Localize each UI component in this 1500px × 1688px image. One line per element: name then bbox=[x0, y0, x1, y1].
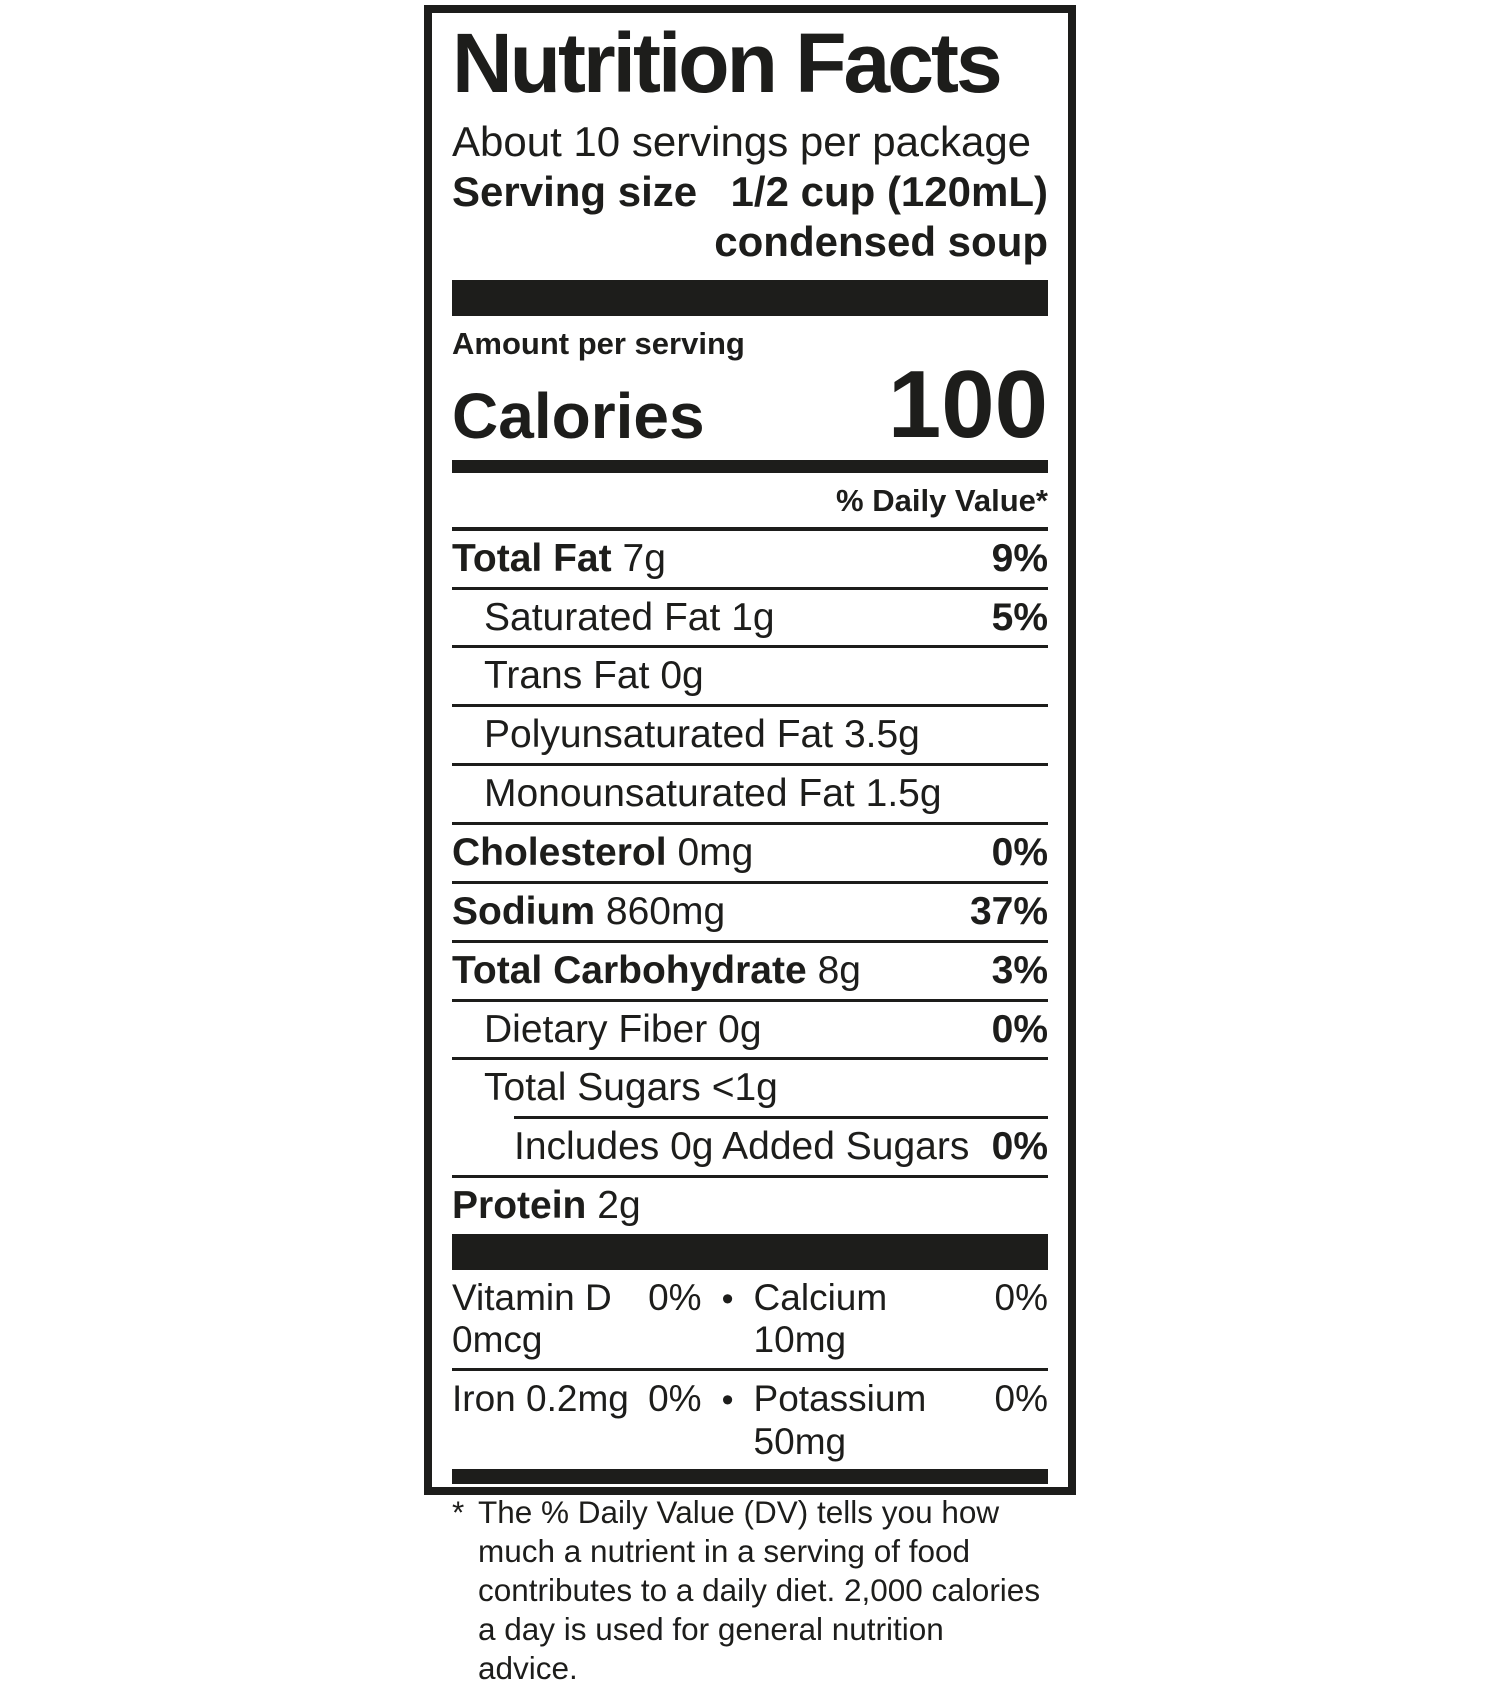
nutrient-name: Cholesterol bbox=[452, 831, 667, 875]
servings-per-package: About 10 servings per package bbox=[452, 117, 1032, 165]
separator-bar-medium bbox=[452, 459, 1048, 473]
footnote-asterisk: * bbox=[452, 1494, 465, 1531]
footnote: * The % Daily Value (DV) tells you how m… bbox=[452, 1484, 1048, 1688]
nutrient-name: Saturated Fat bbox=[484, 595, 721, 639]
nutrient-row-cholesterol: Cholesterol 0mg 0% bbox=[452, 822, 1048, 881]
micro-right-dv: 0% bbox=[994, 1276, 1048, 1318]
micro-right-name: Potassium 50mg bbox=[753, 1378, 927, 1462]
nutrient-name: Trans Fat bbox=[484, 654, 650, 698]
calories-label: Calories bbox=[452, 379, 705, 452]
nutrient-row-protein: Protein 2g bbox=[452, 1175, 1048, 1234]
nutrient-dv: 3% bbox=[991, 948, 1048, 992]
nutrient-row-dietary-fiber: Dietary Fiber 0g 0% bbox=[452, 998, 1048, 1058]
nutrient-amount: 0g bbox=[660, 654, 704, 698]
nutrient-row-sodium: Sodium 860mg 37% bbox=[452, 880, 1048, 940]
nutrient-amount: 1.5g bbox=[865, 772, 942, 816]
nutrient-name: Includes 0g Added Sugars bbox=[514, 1125, 970, 1169]
nutrient-name: Total Fat bbox=[452, 536, 612, 580]
nutrient-amount: 0mg bbox=[677, 831, 754, 875]
micronutrient-section: Vitamin D 0mcg 0% • Calcium 10mg 0% Iron… bbox=[452, 1270, 1048, 1469]
nutrient-dv: 9% bbox=[991, 536, 1048, 580]
nutrient-name: Total Sugars bbox=[484, 1066, 701, 1110]
bullet-separator-icon: • bbox=[721, 1381, 734, 1420]
label-title: Nutrition Facts bbox=[452, 16, 1003, 110]
serving-size-value: 1/2 cup (120mL) bbox=[730, 168, 1048, 216]
nutrient-dv: 0% bbox=[991, 1125, 1048, 1169]
nutrient-row-monounsaturated-fat: Monounsaturated Fat 1.5g bbox=[452, 763, 1048, 822]
nutrient-row-total-carbohydrate: Total Carbohydrate 8g 3% bbox=[452, 939, 1048, 999]
calories-row: Calories 100 bbox=[452, 351, 1048, 459]
micronutrient-row-1: Vitamin D 0mcg 0% • Calcium 10mg 0% bbox=[452, 1270, 1048, 1368]
nutrient-row-total-sugars: Total Sugars <1g bbox=[452, 1057, 1048, 1116]
micronutrient-row-2: Iron 0.2mg 0% • Potassium 50mg 0% bbox=[452, 1368, 1048, 1469]
bullet-separator-icon: • bbox=[721, 1279, 734, 1318]
serving-size-row: Serving size 1/2 cup (120mL) bbox=[452, 167, 1048, 217]
micro-left-dv: 0% bbox=[648, 1276, 702, 1318]
separator-bar-thick bbox=[452, 279, 1048, 316]
nutrient-amount: 8g bbox=[817, 948, 861, 992]
serving-size-label: Serving size bbox=[452, 168, 698, 216]
micro-left-dv: 0% bbox=[648, 1378, 702, 1420]
nutrient-name: Polyunsaturated Fat bbox=[484, 713, 834, 757]
nutrient-name: Dietary Fiber bbox=[484, 1007, 708, 1051]
calories-value: 100 bbox=[887, 351, 1048, 459]
nutrient-row-trans-fat: Trans Fat 0g bbox=[452, 645, 1048, 704]
nutrient-dv: 5% bbox=[991, 595, 1048, 639]
nutrition-facts-label: Nutrition Facts About 10 servings per pa… bbox=[424, 5, 1076, 1686]
nutrient-name: Total Carbohydrate bbox=[452, 948, 807, 992]
amount-per-serving-label: Amount per serving bbox=[452, 325, 745, 361]
nutrient-name: Monounsaturated Fat bbox=[484, 772, 855, 816]
nutrient-amount: 7g bbox=[622, 536, 666, 580]
page-background: Nutrition Facts About 10 servings per pa… bbox=[424, 5, 1076, 1687]
separator-bar-thick-2 bbox=[452, 1233, 1048, 1270]
nutrient-amount: 0g bbox=[718, 1007, 762, 1051]
nutrient-row-polyunsaturated-fat: Polyunsaturated Fat 3.5g bbox=[452, 704, 1048, 763]
nutrient-dv: 0% bbox=[991, 1007, 1048, 1051]
nutrient-row-added-sugars: Includes 0g Added Sugars 0% bbox=[452, 1116, 1048, 1175]
nutrient-amount: <1g bbox=[711, 1066, 778, 1110]
nutrient-amount: 2g bbox=[597, 1184, 641, 1228]
footnote-text: The % Daily Value (DV) tells you how muc… bbox=[478, 1494, 1041, 1687]
micro-right-name: Calcium 10mg bbox=[753, 1276, 888, 1361]
nutrient-amount: 860mg bbox=[605, 889, 726, 933]
nutrient-amount: 3.5g bbox=[843, 713, 920, 757]
micro-left-name: Iron 0.2mg bbox=[452, 1378, 629, 1420]
nutrient-name: Protein bbox=[452, 1184, 587, 1228]
nutrient-row-saturated-fat: Saturated Fat 1g 5% bbox=[452, 586, 1048, 646]
nutrient-dv: 37% bbox=[969, 889, 1048, 933]
micro-right-dv: 0% bbox=[994, 1378, 1048, 1420]
serving-size-value-line2: condensed soup bbox=[714, 218, 1048, 266]
nutrient-row-total-fat: Total Fat 7g 9% bbox=[452, 526, 1048, 587]
nutrient-dv: 0% bbox=[991, 831, 1048, 875]
daily-value-header: % Daily Value* bbox=[836, 482, 1048, 518]
separator-bar-bottom bbox=[452, 1469, 1048, 1485]
micro-left-name: Vitamin D 0mcg bbox=[452, 1276, 612, 1361]
nutrient-amount: 1g bbox=[731, 595, 775, 639]
nutrient-name: Sodium bbox=[452, 889, 595, 933]
